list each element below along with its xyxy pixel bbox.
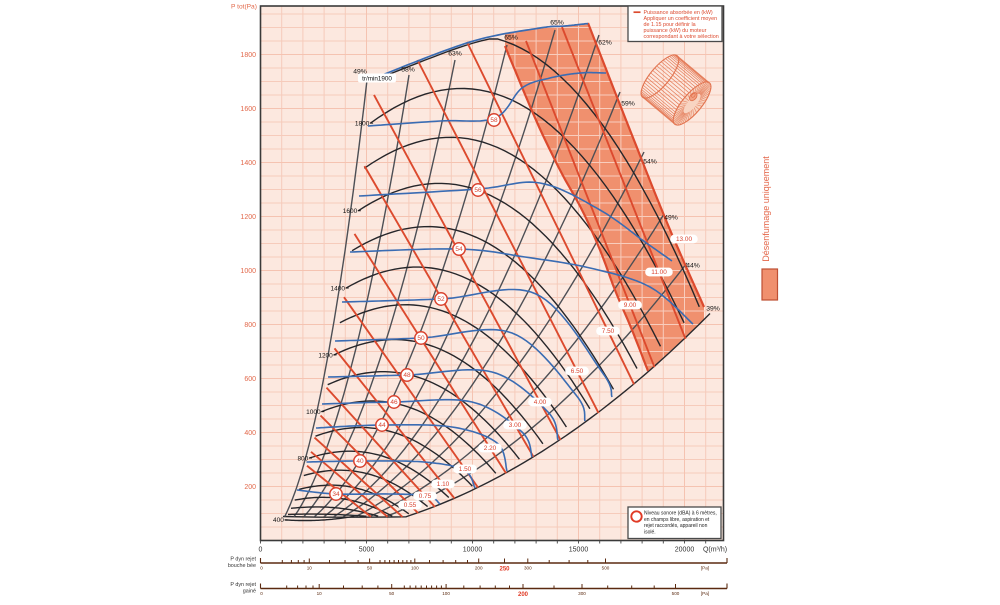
svg-text:3.00: 3.00: [509, 422, 522, 429]
svg-text:9.00: 9.00: [624, 302, 637, 309]
svg-text:isolé.: isolé.: [644, 529, 656, 535]
svg-text:Niveau sonore (dBA) à 6 mètres: Niveau sonore (dBA) à 6 mètres,: [644, 511, 717, 517]
svg-text:50: 50: [417, 335, 425, 342]
svg-text:20000: 20000: [675, 547, 695, 554]
svg-text:100: 100: [411, 566, 419, 571]
svg-text:11.00: 11.00: [651, 269, 667, 276]
svg-text:59%: 59%: [621, 100, 635, 107]
svg-text:58%: 58%: [401, 66, 415, 73]
svg-text:200: 200: [244, 484, 256, 491]
svg-text:7.50: 7.50: [602, 328, 615, 335]
svg-text:P dyn rejet: P dyn rejet: [230, 582, 256, 588]
svg-text:Q(m³/h): Q(m³/h): [703, 547, 727, 554]
svg-text:500: 500: [672, 591, 680, 596]
svg-text:65%: 65%: [504, 34, 518, 41]
svg-text:50: 50: [367, 566, 373, 571]
svg-text:39%: 39%: [706, 305, 720, 312]
svg-text:13.00: 13.00: [676, 236, 692, 243]
svg-text:49%: 49%: [664, 214, 678, 221]
svg-text:300: 300: [578, 591, 586, 596]
svg-text:1000: 1000: [240, 268, 256, 275]
svg-text:34: 34: [332, 491, 340, 498]
svg-text:400: 400: [244, 430, 256, 437]
svg-text:0.75: 0.75: [419, 493, 432, 500]
svg-text:44%: 44%: [686, 262, 700, 269]
svg-text:1600: 1600: [343, 208, 358, 215]
svg-text:1400: 1400: [240, 160, 256, 167]
svg-text:10: 10: [307, 566, 313, 571]
svg-text:56: 56: [474, 187, 482, 194]
svg-text:200: 200: [475, 566, 483, 571]
svg-text:100: 100: [442, 591, 450, 596]
svg-text:Appliquer un coefficient moyen: Appliquer un coefficient moyen: [644, 16, 718, 22]
svg-text:52: 52: [437, 296, 445, 303]
svg-text:2.20: 2.20: [484, 445, 497, 452]
svg-text:bouche bée: bouche bée: [228, 563, 256, 569]
svg-text:600: 600: [244, 376, 256, 383]
svg-text:63%: 63%: [448, 50, 462, 57]
svg-text:P dyn rejet: P dyn rejet: [230, 557, 256, 563]
svg-text:0: 0: [259, 547, 263, 554]
svg-text:500: 500: [602, 566, 610, 571]
svg-text:46: 46: [390, 399, 398, 406]
svg-text:gainé: gainé: [243, 589, 256, 595]
svg-text:0.55: 0.55: [404, 502, 417, 509]
svg-text:1200: 1200: [318, 352, 333, 359]
svg-text:[Pa]: [Pa]: [701, 566, 709, 571]
svg-text:200: 200: [518, 592, 529, 598]
svg-text:Puissance absorbée en (kW): Puissance absorbée en (kW): [644, 10, 713, 16]
svg-text:5000: 5000: [359, 547, 375, 554]
svg-text:tr/min1900: tr/min1900: [362, 76, 392, 83]
svg-text:10000: 10000: [463, 547, 483, 554]
svg-text:10: 10: [317, 591, 323, 596]
svg-text:1.10: 1.10: [437, 481, 450, 488]
svg-text:250: 250: [499, 567, 510, 573]
svg-text:Désenfumage uniquement: Désenfumage uniquement: [761, 156, 771, 262]
svg-text:[Pa]: [Pa]: [701, 591, 709, 596]
svg-text:44: 44: [378, 422, 386, 429]
svg-text:1400: 1400: [331, 285, 346, 292]
svg-text:300: 300: [524, 566, 532, 571]
svg-text:puissance (kW) du moteur: puissance (kW) du moteur: [644, 28, 707, 34]
svg-text:800: 800: [244, 322, 256, 329]
svg-text:en champs libre, aspiration et: en champs libre, aspiration et: [644, 517, 710, 523]
svg-text:6.50: 6.50: [571, 368, 584, 375]
svg-text:1.50: 1.50: [459, 466, 472, 473]
svg-text:P tot(Pa): P tot(Pa): [231, 4, 257, 11]
svg-text:4.00: 4.00: [534, 399, 547, 406]
svg-text:50: 50: [389, 591, 395, 596]
svg-text:54%: 54%: [643, 158, 657, 165]
svg-text:1200: 1200: [240, 214, 256, 221]
svg-text:54: 54: [455, 246, 463, 253]
svg-text:1800: 1800: [240, 52, 256, 59]
svg-text:0: 0: [260, 566, 263, 571]
svg-text:62%: 62%: [598, 39, 612, 46]
svg-text:1600: 1600: [240, 106, 256, 113]
svg-text:58: 58: [490, 117, 498, 124]
svg-text:rejet raccordés, appareil non: rejet raccordés, appareil non: [644, 523, 708, 529]
svg-text:1000: 1000: [306, 409, 321, 416]
svg-text:de 1.15 pour définir la: de 1.15 pour définir la: [644, 22, 696, 28]
svg-text:40: 40: [356, 458, 364, 465]
svg-text:0: 0: [260, 591, 263, 596]
svg-text:800: 800: [297, 455, 308, 462]
svg-text:49%: 49%: [353, 68, 367, 75]
svg-text:65%: 65%: [550, 19, 564, 26]
svg-text:1800: 1800: [355, 121, 370, 128]
svg-text:48: 48: [403, 372, 411, 379]
svg-text:correspondant à votre sélectio: correspondant à votre sélection: [644, 34, 719, 40]
svg-text:400: 400: [273, 517, 284, 524]
svg-text:15000: 15000: [569, 547, 589, 554]
